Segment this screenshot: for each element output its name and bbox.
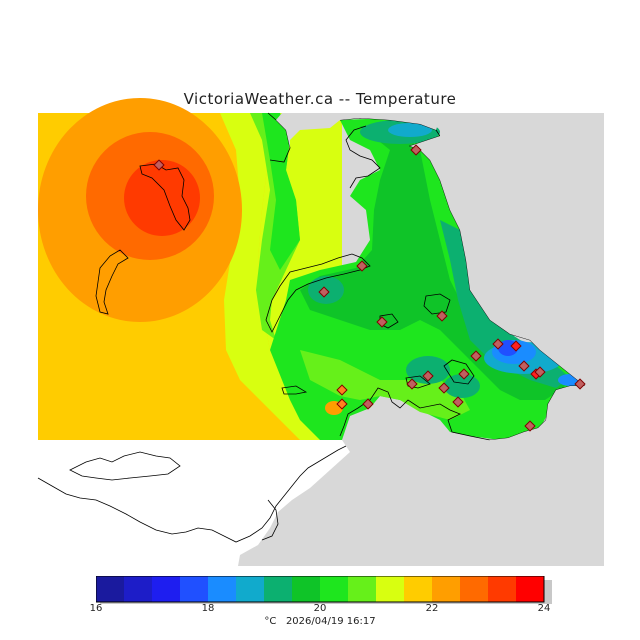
station-marker[interactable] — [362, 398, 374, 410]
colorbar-swatches — [96, 576, 545, 602]
station-marker[interactable] — [336, 398, 348, 410]
coastline-west-arm — [265, 253, 371, 333]
timestamp: 2026/04/19 16:17 — [285, 616, 376, 627]
temp-zone-red — [124, 160, 200, 236]
colorbar-tick-label: 20 — [313, 603, 327, 614]
colorbar-swatch — [516, 576, 545, 602]
station-marker[interactable] — [318, 286, 330, 298]
colorbar-swatch — [404, 576, 433, 602]
station-marker[interactable] — [436, 310, 448, 322]
island-outline-1 — [139, 163, 191, 231]
station-marker[interactable] — [458, 368, 470, 380]
colorbar-swatch — [348, 576, 377, 602]
station-marker[interactable] — [452, 396, 464, 408]
colorbar-swatch — [460, 576, 489, 602]
station-marker[interactable] — [356, 260, 368, 272]
colorbar-swatch — [96, 576, 125, 602]
station-marker[interactable] — [470, 350, 482, 362]
colorbar-swatch — [320, 576, 349, 602]
station-marker[interactable] — [336, 384, 348, 396]
unit-label: °C — [264, 616, 277, 627]
coastline-north-inlet — [345, 125, 381, 189]
colorbar-swatch — [124, 576, 153, 602]
temp-zone-green-victoria — [406, 356, 450, 384]
colorbar-swatch — [376, 576, 405, 602]
station-marker[interactable] — [492, 338, 504, 350]
colorbar-tick-label: 24 — [537, 603, 551, 614]
coastline-south — [37, 445, 347, 543]
station-markers — [153, 144, 586, 432]
no-data-region — [38, 440, 350, 566]
station-marker[interactable] — [438, 382, 450, 394]
colorbar-tick-label: 22 — [425, 603, 439, 614]
station-marker[interactable] — [524, 420, 536, 432]
temp-zone-lightgreen-south — [300, 350, 470, 420]
temp-zone-green-coast — [262, 113, 300, 270]
station-marker[interactable] — [534, 366, 546, 378]
island-outline-4 — [281, 385, 308, 395]
colorbar-swatch — [208, 576, 237, 602]
station-marker[interactable] — [410, 144, 422, 156]
colorbar-frame — [96, 576, 545, 603]
footer: °C 2026/04/19 16:17 — [0, 616, 640, 627]
colorbar-swatch — [292, 576, 321, 602]
coastline-south-3 — [261, 499, 279, 541]
land-north-west — [276, 113, 340, 148]
temp-zone-yellowgreen-strip — [220, 113, 342, 440]
colorbar-swatch — [180, 576, 209, 602]
station-marker[interactable] — [422, 370, 434, 382]
land-north — [282, 113, 604, 130]
colorbar-swatch — [152, 576, 181, 602]
station-marker[interactable] — [406, 378, 418, 390]
colorbar-tick-label: 16 — [89, 603, 103, 614]
island-outline-2 — [95, 249, 129, 315]
colorbar-swatch — [488, 576, 517, 602]
colorbar-tick-label: 18 — [201, 603, 215, 614]
colorbar-swatch — [264, 576, 293, 602]
temp-zone-darkgreen — [300, 126, 570, 400]
station-marker[interactable] — [518, 360, 530, 372]
page-title: VictoriaWeather.ca -- Temperature — [183, 90, 457, 108]
station-marker[interactable] — [153, 159, 165, 171]
colorbar — [96, 576, 552, 604]
station-marker[interactable] — [510, 340, 522, 352]
station-marker[interactable] — [574, 378, 586, 390]
temp-zone-cyan-north — [388, 123, 432, 137]
land-east — [410, 118, 604, 566]
coastline-south-2 — [69, 451, 181, 481]
station-marker[interactable] — [376, 316, 388, 328]
colorbar-swatch — [236, 576, 265, 602]
island-outline-3 — [423, 293, 451, 315]
colorbar-swatch — [432, 576, 461, 602]
island-outline-6 — [443, 359, 475, 385]
